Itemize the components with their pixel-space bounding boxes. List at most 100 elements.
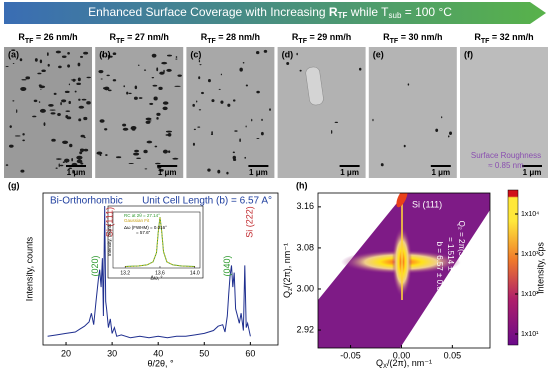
sem-pit [99, 119, 105, 123]
sem-pit [161, 61, 168, 65]
q-unit: /(2π), nm⁻¹ [282, 243, 292, 288]
sem-pit [105, 154, 108, 156]
sem-pit [133, 152, 140, 156]
sem-pit [61, 99, 67, 103]
sem-pit [168, 150, 171, 154]
x-tick-label: -0.05 [340, 350, 361, 360]
sem-pit [76, 82, 81, 85]
sem-pit [192, 103, 195, 107]
sem-pit [286, 61, 290, 66]
sem-pit [46, 52, 49, 56]
sem-pit [245, 84, 248, 87]
sem-pit [158, 86, 163, 91]
sem-image [277, 47, 366, 178]
sem-pit [441, 116, 443, 119]
r: R [201, 32, 208, 42]
y-tick-label: 3.00 [296, 283, 314, 293]
sem-pit [242, 61, 245, 64]
sem-pit [62, 161, 65, 164]
sem-pit [122, 127, 129, 131]
roughness: ≈ 0.85 nm [488, 161, 524, 170]
panel-letter: (g) [8, 180, 20, 190]
map-frame [317, 192, 491, 349]
sem-pit [263, 49, 268, 53]
sem-pit [198, 59, 201, 63]
rate: = 26 nm/h [33, 32, 77, 42]
sem-pit [61, 55, 67, 58]
scale-text: 1 μm [158, 168, 177, 177]
sem-pit [49, 109, 56, 111]
sem-pit [11, 49, 16, 52]
sem-pit [177, 74, 182, 77]
panel-letter: (d) [282, 49, 294, 59]
sem-pit [133, 96, 138, 100]
sem-pit [407, 83, 410, 86]
sem-pit [162, 101, 169, 105]
map-note: = 1.514 ± 0.002 A⁻¹ [446, 237, 455, 307]
sem-pit [126, 91, 129, 95]
sem-pit [80, 55, 84, 58]
inset-x-label: Δω, ° [150, 275, 162, 281]
sem-pit [159, 71, 165, 75]
sem-pit [232, 155, 237, 160]
banner-text: Enhanced Surface Coverage with Increasin… [88, 5, 452, 20]
sem-pit [65, 110, 71, 113]
inset-plot [112, 211, 201, 269]
sem-pit [76, 155, 83, 160]
sem-pit [86, 76, 91, 79]
sem-pit [165, 134, 170, 136]
sem-pit [107, 54, 110, 59]
colorbar-tick-label: 1x10⁴ [521, 211, 539, 218]
peak-label: (020) [90, 255, 100, 276]
panel-letter: (c) [190, 49, 201, 59]
rate: = 28 nm/h [216, 32, 260, 42]
sem-pit [70, 79, 77, 81]
map-note: Bi - Ortho. [468, 254, 477, 290]
sem-pit [166, 68, 172, 72]
banner-arrow [4, 2, 546, 24]
q-sub: X [383, 364, 387, 370]
sem-pit [41, 69, 46, 73]
sem-pit [211, 131, 213, 135]
xrd-line [47, 205, 251, 339]
sem-pit [156, 67, 159, 72]
x-tick-label: 40 [153, 348, 163, 358]
sem-pit [128, 92, 132, 95]
sem-image [4, 47, 92, 178]
sem-pit [175, 58, 178, 60]
peak-label: Si (222) [245, 206, 255, 238]
sem-pit [40, 88, 42, 90]
sem-pit [193, 128, 197, 131]
sem-pit [207, 79, 211, 83]
sem-pit [21, 79, 27, 81]
sem-pit [106, 74, 110, 77]
sem-pit [37, 72, 42, 75]
sem-pit [112, 79, 117, 82]
sem-pit [331, 130, 333, 134]
sem-pit [137, 64, 140, 66]
sem-pit [83, 136, 86, 139]
sem-pit [115, 156, 122, 159]
colorbar-tick-label: 1x10² [521, 291, 539, 298]
sem-pit [159, 168, 164, 172]
sem-pit [166, 54, 173, 57]
rate: = 27 nm/h [125, 32, 169, 42]
sem-pit [195, 100, 198, 103]
panel-letter: (e) [373, 49, 384, 59]
sem-pit [55, 167, 58, 169]
panel-letter: (b) [99, 49, 111, 59]
sem-pit [55, 158, 62, 160]
sem-pit [67, 51, 70, 55]
x-tick-label: 0.00 [393, 350, 411, 360]
sem-pit [60, 101, 62, 106]
sem-pit [77, 77, 81, 82]
sem-pit [68, 100, 71, 105]
x-tick-label: 0.05 [444, 350, 462, 360]
q: Q [376, 358, 383, 368]
sem-pit [134, 85, 138, 90]
sem-pit [112, 52, 117, 56]
sem-pit [51, 138, 56, 142]
sem-pit [66, 116, 72, 120]
sem-pit [198, 76, 201, 80]
